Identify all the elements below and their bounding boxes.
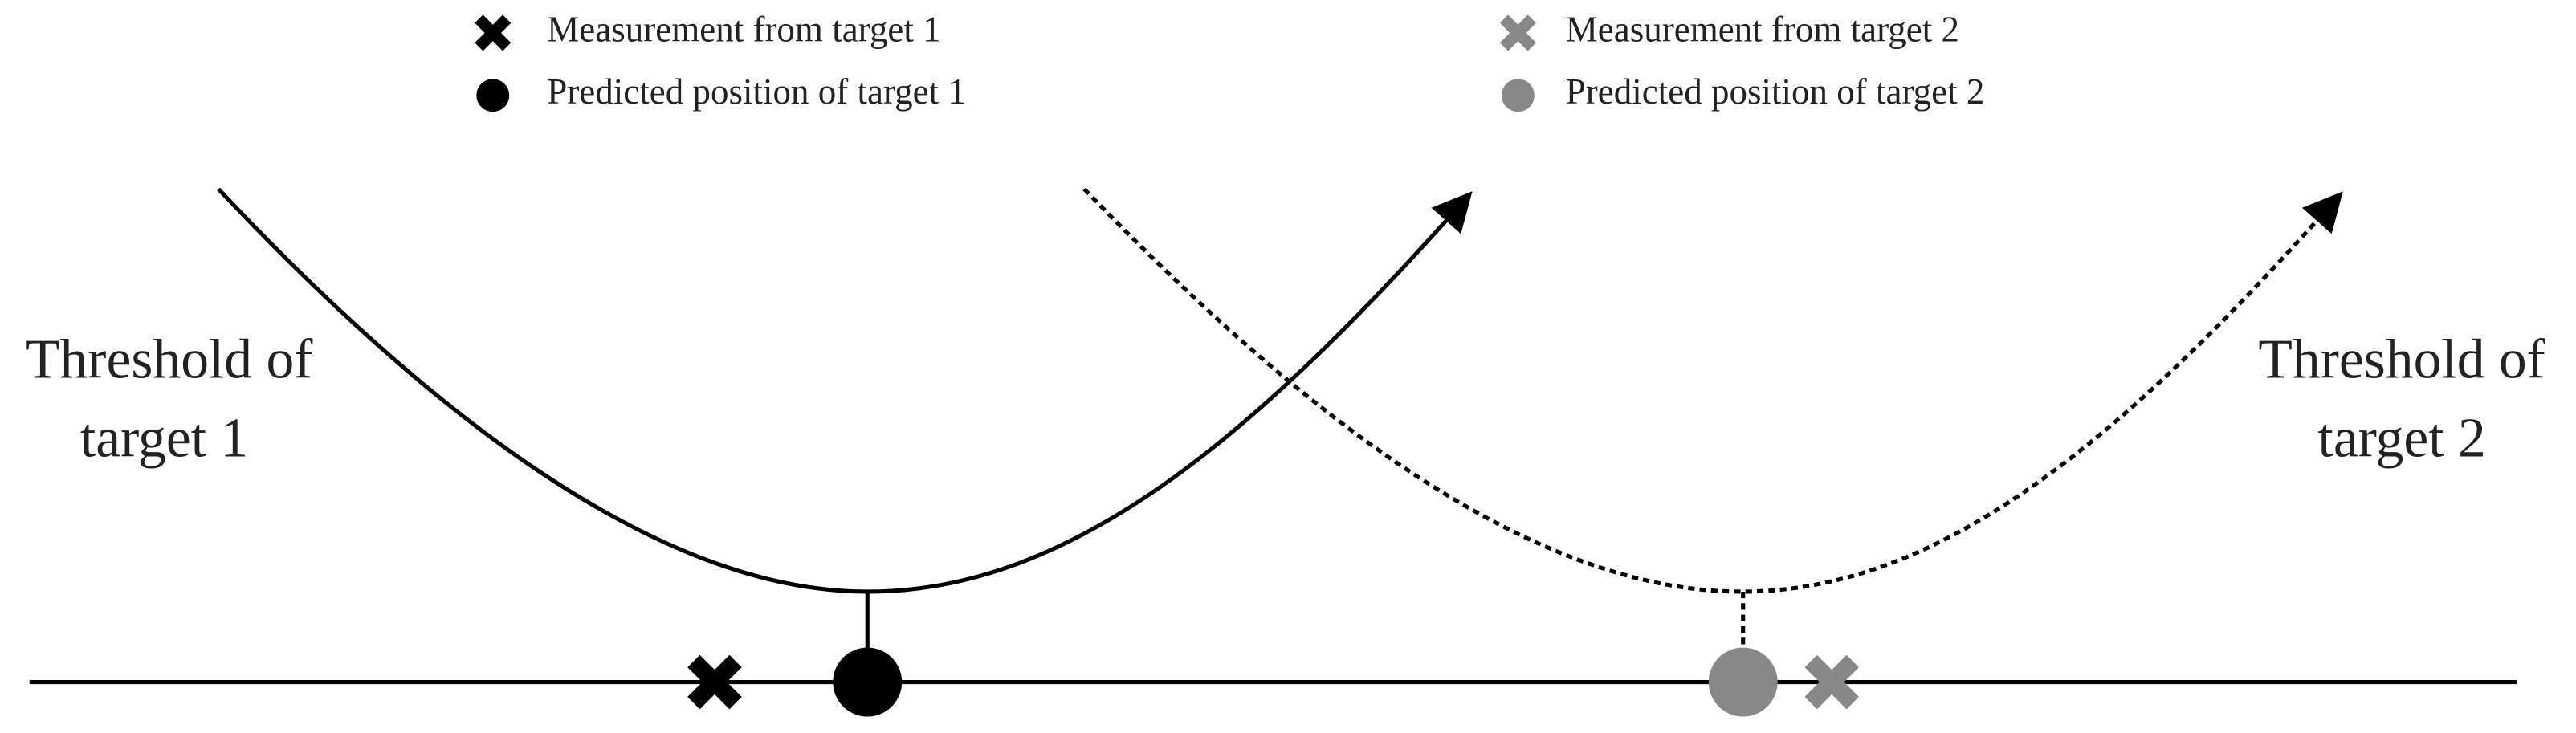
- legend-cross-1: [475, 14, 512, 51]
- legend-label: Measurement from target 2: [1566, 9, 1959, 49]
- threshold-label: Threshold of: [26, 328, 313, 390]
- legend-dot-1: [476, 79, 510, 112]
- legend-label: Predicted position of target 2: [1566, 71, 1985, 112]
- predicted-1: [833, 647, 903, 717]
- legend-cross-2: [1499, 14, 1536, 51]
- predicted-2: [1708, 647, 1778, 717]
- legend-label: Measurement from target 1: [547, 9, 940, 49]
- threshold-label: Threshold of: [2258, 328, 2545, 390]
- threshold-label: target 1: [80, 408, 248, 470]
- threshold-curve-1: [217, 187, 1473, 594]
- threshold-label: target 2: [2318, 408, 2486, 470]
- threshold-curve-2: [1082, 187, 2343, 594]
- legend-label: Predicted position of target 1: [547, 71, 966, 112]
- legend-dot-2: [1501, 79, 1535, 112]
